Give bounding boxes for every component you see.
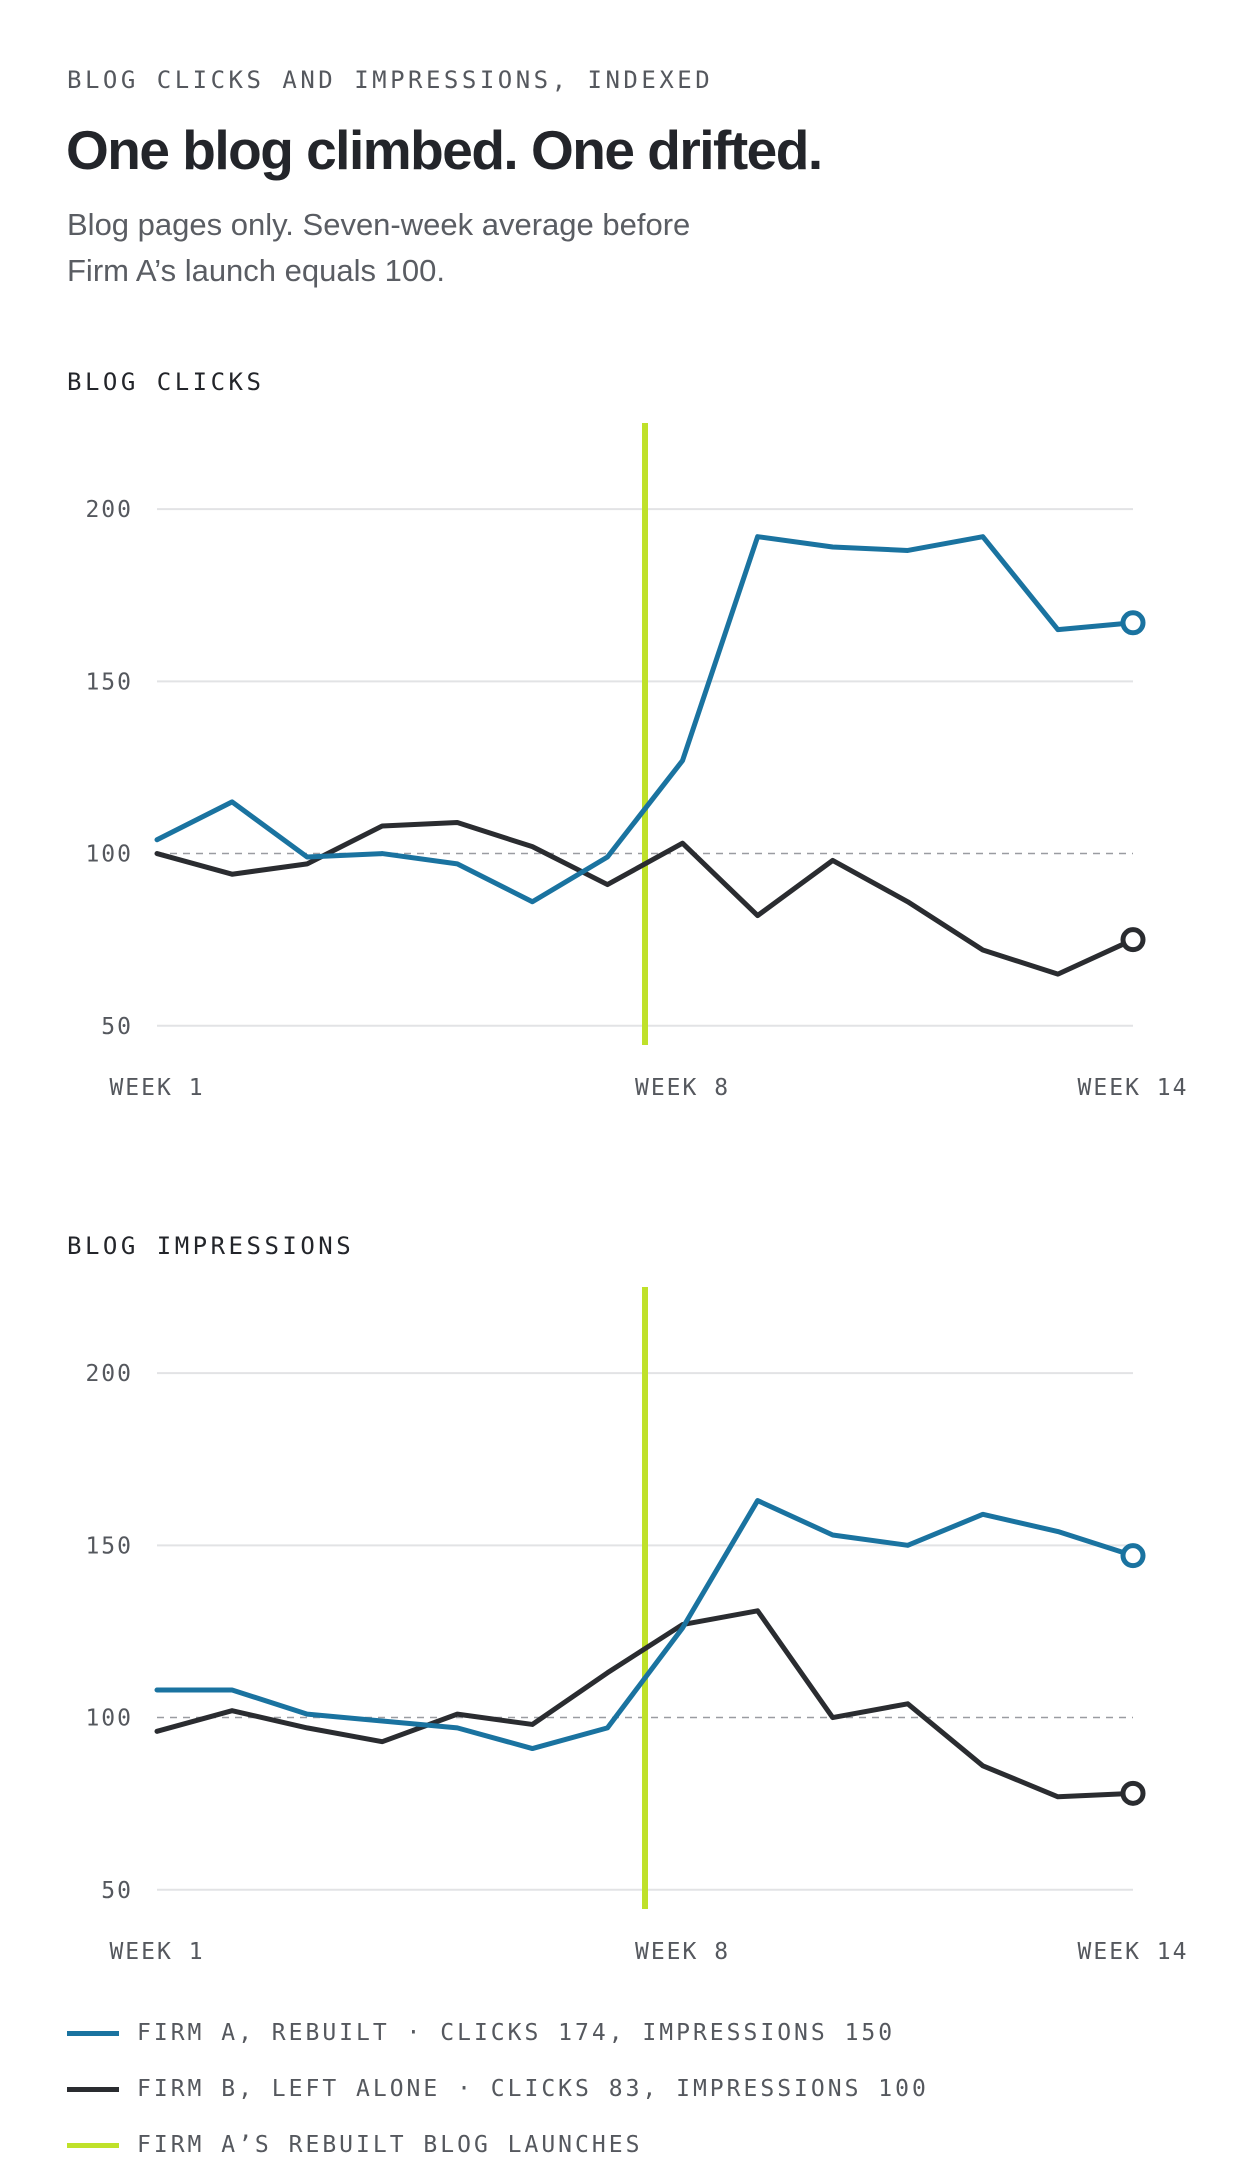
legend-label-launch: FIRM A’S REBUILT BLOG LAUNCHES [137, 2132, 643, 2158]
legend-swatch-firm-b [67, 2086, 119, 2092]
end-marker-firm-b [1120, 927, 1146, 953]
impressions-panel-title: BLOG IMPRESSIONS [67, 1232, 355, 1260]
y-tick-label: 50 [101, 1014, 133, 1040]
end-marker-firm-a [1120, 610, 1146, 636]
legend-item-firm-a: FIRM A, REBUILT · CLICKS 174, IMPRESSION… [67, 2005, 929, 2061]
end-marker-firm-a [1120, 1543, 1146, 1569]
x-tick-label: WEEK 1 [109, 1939, 204, 1965]
impressions-chart: 50 100 150 200 WEEK 1 WEEK 8 WEEK 14 [85, 1287, 1189, 1965]
y-tick-label: 150 [85, 669, 133, 695]
legend-swatch-launch [67, 2142, 119, 2148]
y-tick-label: 50 [101, 1878, 133, 1904]
y-tick-label: 100 [85, 1706, 133, 1732]
chart-headline: One blog climbed. One drifted. [66, 119, 823, 181]
end-marker-firm-b [1120, 1780, 1146, 1806]
series-line-firm-b [154, 1608, 1136, 1800]
x-tick-label: WEEK 14 [1078, 1939, 1189, 1965]
legend: FIRM A, REBUILT · CLICKS 174, IMPRESSION… [67, 2005, 929, 2173]
series-line-firm-a [154, 1498, 1136, 1752]
x-tick-label: WEEK 1 [109, 1075, 204, 1101]
x-tick-label: WEEK 8 [635, 1075, 730, 1101]
legend-label-firm-a: FIRM A, REBUILT · CLICKS 174, IMPRESSION… [137, 2020, 896, 2046]
y-tick-label: 150 [85, 1533, 133, 1559]
series-line-firm-a [154, 534, 1136, 905]
clicks-chart: 50 100 150 200 WEEK 1 WEEK 8 WEEK 14 [85, 423, 1189, 1101]
x-tick-label: WEEK 8 [635, 1939, 730, 1965]
legend-swatch-firm-a [67, 2030, 119, 2036]
y-tick-label: 100 [85, 842, 133, 868]
legend-item-firm-b: FIRM B, LEFT ALONE · CLICKS 83, IMPRESSI… [67, 2061, 929, 2117]
legend-label-firm-b: FIRM B, LEFT ALONE · CLICKS 83, IMPRESSI… [137, 2076, 929, 2102]
y-tick-label: 200 [85, 497, 133, 523]
x-tick-label: WEEK 14 [1078, 1075, 1189, 1101]
clicks-panel-title: BLOG CLICKS [67, 368, 265, 396]
legend-item-launch: FIRM A’S REBUILT BLOG LAUNCHES [67, 2117, 929, 2173]
chart-kicker: BLOG CLICKS AND IMPRESSIONS, INDEXED [67, 66, 714, 94]
chart-subtitle: Blog pages only. Seven-week average befo… [67, 207, 691, 288]
y-tick-label: 200 [85, 1361, 133, 1387]
